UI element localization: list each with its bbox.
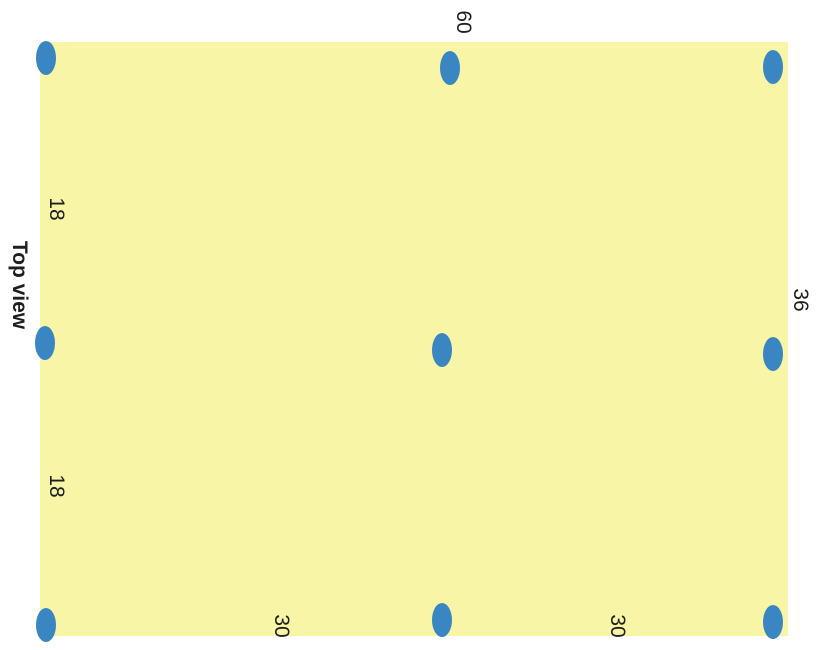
support-point-top-left <box>36 41 56 75</box>
dimension-label-bottom-left: 30 <box>270 614 293 638</box>
support-point-middle-left <box>35 326 55 360</box>
dimension-label-bottom-right: 30 <box>606 614 629 638</box>
support-point-bottom-center <box>432 603 452 637</box>
dimension-label-left-lower: 18 <box>45 474 68 498</box>
top-view-plate <box>40 42 788 636</box>
support-point-top-center <box>440 51 460 85</box>
support-point-middle-right <box>763 337 783 371</box>
dimension-label-right: 36 <box>789 288 812 312</box>
dimension-label-top: 60 <box>452 10 475 34</box>
support-point-top-right <box>763 50 783 84</box>
diagram-title: Top view <box>8 240 31 330</box>
support-point-bottom-right <box>763 605 783 639</box>
support-point-middle-center <box>432 333 452 367</box>
support-point-bottom-left <box>36 608 56 642</box>
dimension-label-left-upper: 18 <box>45 197 68 221</box>
